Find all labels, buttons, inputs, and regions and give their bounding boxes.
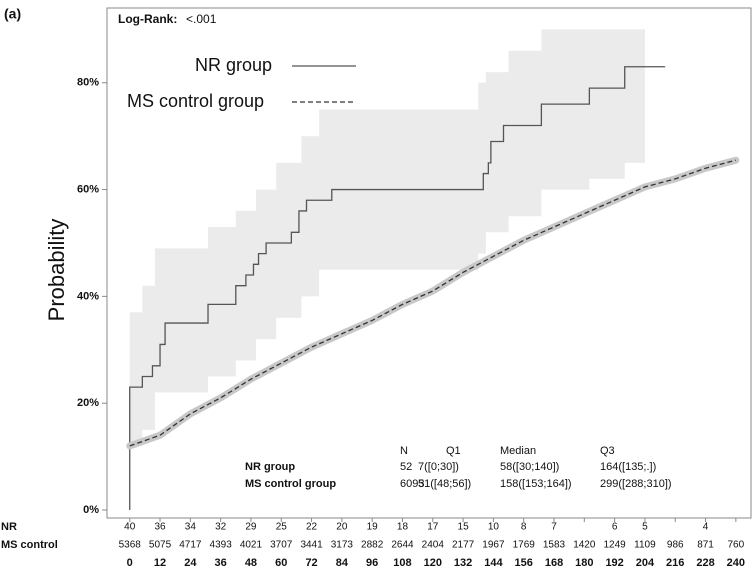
x-tick-label: 156 [515,557,533,569]
risk-count: 15 [458,522,470,533]
x-tick-label: 192 [605,557,623,569]
risk-count: 2644 [391,540,414,551]
risk-count: 3173 [331,540,354,551]
line [129,159,737,447]
x-tick-label: 36 [215,557,227,569]
risk-count: 5075 [149,540,172,551]
plot-frame [106,7,752,519]
risk-count: 1583 [543,540,566,551]
table-cell: 158([153;164]) [500,478,572,490]
table-header: Q1 [446,445,461,457]
table-cell: 52 [400,461,412,473]
risk-count: 19 [367,522,379,533]
table-header: Median [500,445,536,457]
plot-layer [102,7,752,522]
table-cell: 164([135;.]) [600,461,656,473]
risk-count: 4717 [179,540,202,551]
x-tick-label: 84 [336,557,349,569]
risk-count: 3707 [270,540,293,551]
risk-count: 1109 [634,540,656,551]
risk-count: 986 [667,540,684,551]
risk-count: 10 [488,522,500,533]
risk-count: 29 [245,522,257,533]
x-tick-label: 180 [575,557,593,569]
legend-label: MS control group [127,91,264,111]
risk-count: 760 [728,540,745,551]
risk-count: 22 [306,522,318,533]
risk-count: 4021 [240,540,263,551]
x-tick-label: 24 [184,557,197,569]
table-header: Q3 [600,445,615,457]
risk-count: 20 [336,522,348,533]
risk-count: 1967 [482,540,505,551]
risk-count: 1249 [603,540,626,551]
table-cell: 299([288;310]) [600,478,672,490]
table-cell: 58([30;140]) [500,461,559,473]
risk-count: 5368 [119,540,142,551]
y-tick-label: 80% [77,77,99,89]
x-tick-label: 96 [366,557,378,569]
risk-count: 871 [697,540,714,551]
x-tick-label: 108 [393,557,411,569]
risk-count: 17 [427,522,439,533]
table-row-label: MS control group [245,478,336,490]
x-tick-label: 60 [275,557,287,569]
x-tick-label: 132 [454,557,472,569]
risk-count: 1769 [513,540,536,551]
x-tick-label: 0 [127,557,133,569]
risk-count: 34 [185,522,197,533]
risk-count: 2177 [452,540,475,551]
y-tick-label: 40% [77,290,99,302]
x-tick-label: 12 [154,557,166,569]
x-tick-label: 240 [727,557,745,569]
confidence-band [129,29,645,446]
panel-label: (a) [4,6,21,22]
table-header: N [400,445,408,457]
risk-count: 36 [154,522,166,533]
x-tick-label: 228 [696,557,714,569]
risk-count: 1420 [573,540,596,551]
table-cell: 6093 [400,478,424,490]
risk-count: 32 [215,522,227,533]
risk-count: 7 [551,522,557,533]
risk-count: 4 [703,522,709,533]
risk-count: 2882 [361,540,384,551]
y-tick-label: 0% [83,504,99,516]
risk-count: 3441 [300,540,323,551]
x-tick-label: 144 [484,557,503,569]
risk-count: 6 [612,522,618,533]
risk-count: 18 [397,522,409,533]
line [129,66,666,510]
table-cell: 51([48;56]) [418,478,471,490]
y-tick-label: 20% [77,397,99,409]
x-tick-label: 204 [636,557,655,569]
y-axis-label: Probability [44,219,69,322]
risk-count: 5 [642,522,648,533]
risk-count: 25 [276,522,288,533]
risk-row-label: NR [1,521,17,533]
y-tick-label: 60% [77,183,99,195]
x-tick-label: 48 [245,557,257,569]
x-tick-label: 168 [545,557,563,569]
log-rank-label: Log-Rank: [118,12,177,26]
log-rank-value: <.001 [186,12,217,26]
legend-label: NR group [195,55,272,75]
x-tick-label: 216 [666,557,684,569]
table-cell: 7([0;30]) [418,461,459,473]
risk-count: 4393 [210,540,233,551]
risk-row-label: MS control [1,539,58,551]
risk-count: 40 [124,522,136,533]
x-tick-label: 72 [305,557,317,569]
risk-count: 8 [521,522,527,533]
risk-count: 2404 [422,540,445,551]
x-tick-label: 120 [424,557,442,569]
table-row-label: NR group [245,461,295,473]
